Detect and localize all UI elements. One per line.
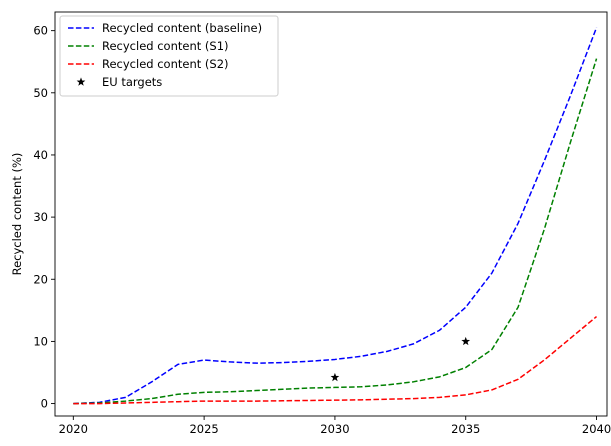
x-tick-label: 2040: [582, 422, 611, 436]
legend: Recycled content (baseline) Recycled cont…: [59, 15, 279, 97]
series-line-1: [73, 58, 598, 405]
legend-label-3: EU targets: [102, 75, 162, 89]
legend-label-2: Recycled content (S2): [102, 57, 229, 71]
legend-swatch-3: [76, 77, 86, 86]
y-tick-label: 0: [41, 397, 48, 411]
x-tick-label: 2030: [320, 422, 349, 436]
series-line-2: [73, 315, 598, 405]
legend-label-0: Recycled content (baseline): [102, 21, 262, 35]
y-axis-label: Recycled content (%): [10, 153, 24, 276]
y-tick-label: 60: [33, 24, 48, 38]
x-tick-label: 2035: [451, 422, 480, 436]
plot-frame: [54, 11, 608, 417]
series-group: [73, 27, 598, 405]
legend-label-1: Recycled content (S1): [102, 39, 229, 53]
x-tick-label: 2025: [189, 422, 218, 436]
y-tick-label: 10: [33, 334, 48, 348]
x-tick-label: 2020: [59, 422, 88, 436]
y-tick-label: 40: [33, 148, 48, 162]
y-tick-label: 30: [33, 210, 48, 224]
eu-target-marker: [461, 336, 471, 346]
legend-box: [59, 15, 279, 97]
series-line-0: [73, 27, 598, 405]
eu-target-marker: [330, 372, 340, 382]
y-tick-label: 50: [33, 86, 48, 100]
y-tick-label: 20: [33, 272, 48, 286]
